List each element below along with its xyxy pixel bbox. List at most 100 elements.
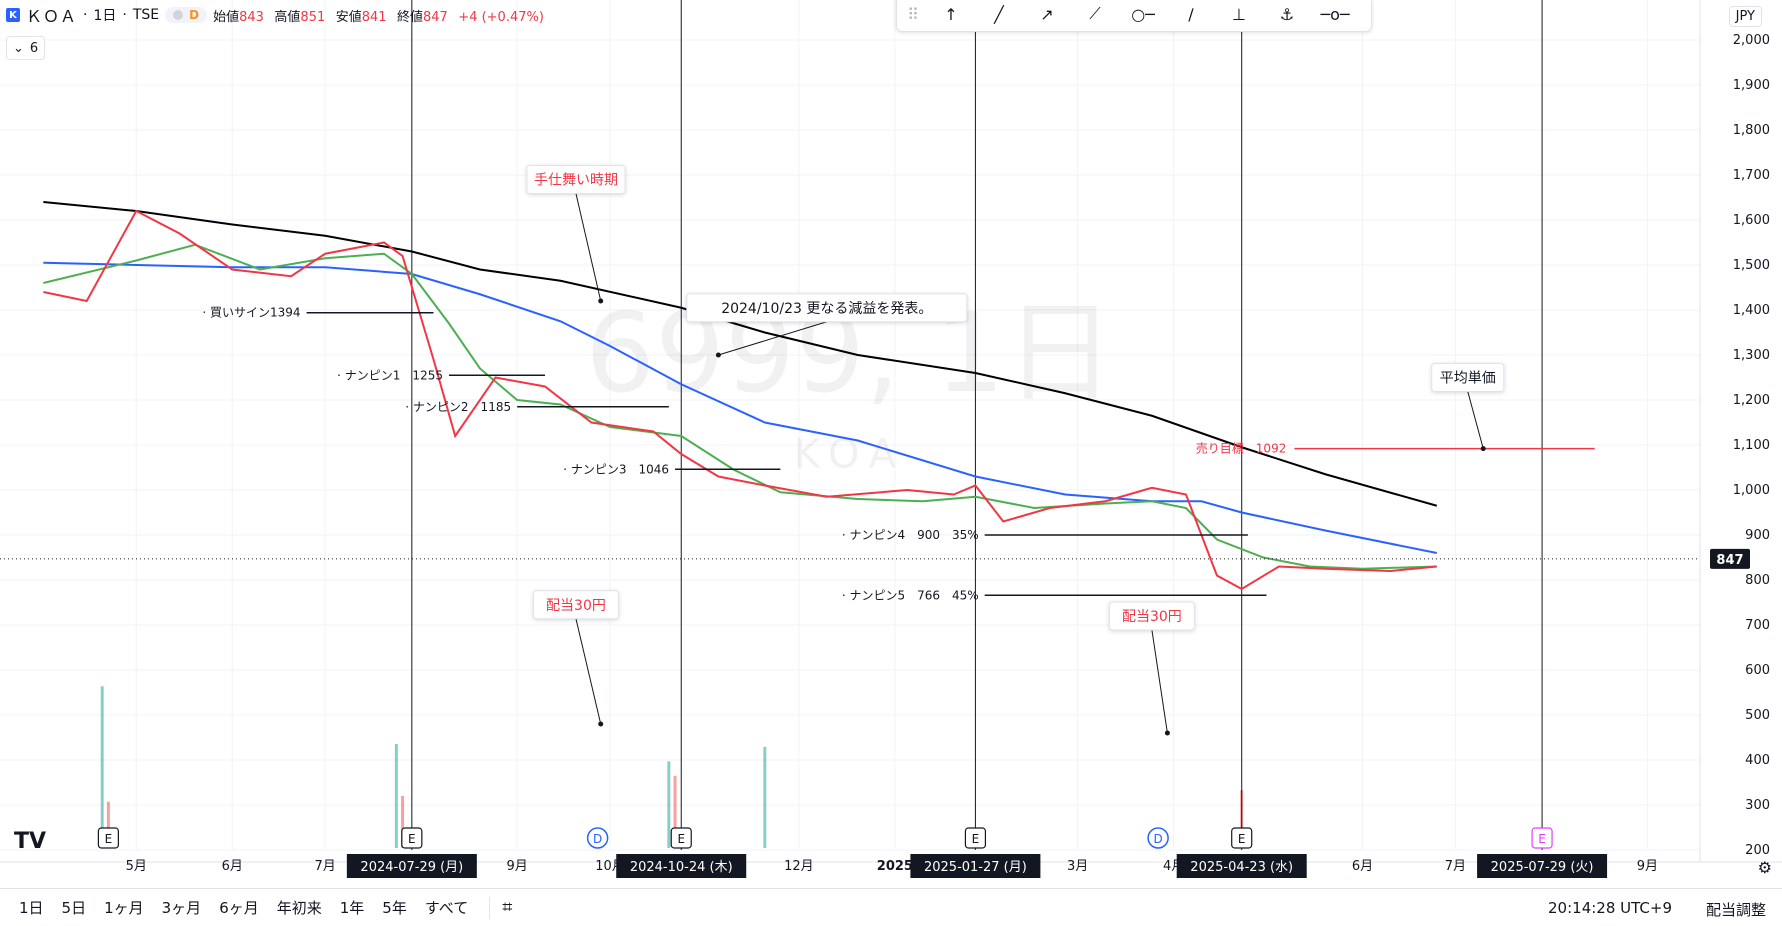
earnings-event-marker <box>1231 827 1253 849</box>
earnings-event-letter: E <box>677 832 685 846</box>
callout-dot <box>1480 446 1486 452</box>
cursor-date-badge <box>616 854 747 878</box>
earnings-event-marker <box>670 827 692 849</box>
range-ytd[interactable]: 年初来 <box>276 899 322 917</box>
dividend-event-letter: D <box>1153 832 1162 846</box>
callout-dot <box>1164 730 1170 736</box>
chevron-down-icon: ⌄ <box>13 40 24 56</box>
dividend-event-marker <box>1147 827 1169 849</box>
price-tick-label: 600 <box>1745 663 1770 678</box>
drag-handle-icon[interactable]: ⠿ <box>907 4 919 24</box>
annotation-hline-label: · ナンピン4 900 35% <box>842 528 979 542</box>
series-line-red <box>43 209 1437 591</box>
callout-pointer <box>575 618 602 725</box>
price-tick-label: 1,200 <box>1733 393 1770 408</box>
tool-icon-4[interactable]: ⟋ <box>1089 4 1101 23</box>
callout-dot <box>598 298 604 304</box>
market-status-badge[interactable]: D <box>165 7 208 23</box>
low-value: 841 <box>361 9 387 25</box>
tool-icon-7[interactable]: ⊥ <box>1232 4 1246 24</box>
status-dot-icon <box>173 10 184 20</box>
tool-icon-6[interactable]: ∕ <box>1188 4 1194 24</box>
earnings-event-marker <box>964 827 987 849</box>
earnings-event-letter: E <box>1238 832 1246 846</box>
clock-readout[interactable]: 20:14:28 UTC+9 <box>1548 899 1672 917</box>
time-tick-label: 2025 <box>877 859 913 874</box>
cursor-date-label: 2024-10-24 (木) <box>630 860 733 875</box>
symbol-logo-icon: K <box>6 8 20 22</box>
range-1y[interactable]: 1年 <box>339 899 365 917</box>
sell-target-label: 売り目標 1092 <box>1196 441 1287 456</box>
callout-pointer <box>1151 629 1168 734</box>
chart-header: K ＫＯＡ · 1日 · TSE D 始値843 高値851 安値841 終値8… <box>6 4 550 26</box>
tool-icon-8[interactable]: ⚓ <box>1279 4 1295 24</box>
currency-selector[interactable]: JPY <box>1728 6 1762 27</box>
cursor-date-label: 2025-04-23 (水) <box>1190 860 1293 875</box>
bottom-bar: 1日 5日 1ヶ月 3ヶ月 6ヶ月 年初来 1年 5年 すべて ⌗ 20:14:… <box>0 888 1782 926</box>
callout-pointer <box>718 321 827 356</box>
price-tick-label: 400 <box>1745 753 1770 768</box>
last-price-label: 847 <box>1716 553 1743 568</box>
annotation-hline-label: · ナンピン2 1185 <box>405 400 511 414</box>
earnings-event-letter: E <box>408 832 416 846</box>
price-tick-label: 2,000 <box>1733 33 1770 48</box>
calendar-range-icon[interactable]: ⌗ <box>502 897 513 918</box>
callout-box <box>1108 601 1195 631</box>
time-tick-label: 7月 <box>314 859 335 874</box>
callout-text: 手仕舞い時期 <box>534 173 618 189</box>
change-value: +4 (+0.47%) <box>458 9 544 25</box>
tool-icon-9[interactable]: ─o─ <box>1320 4 1350 24</box>
price-tick-label: 1,300 <box>1733 348 1770 363</box>
volume-bar <box>106 801 110 848</box>
volume-bar <box>673 775 677 848</box>
dividend-adjust-toggle[interactable]: 配当調整 <box>1705 901 1766 919</box>
range-3m[interactable]: 3ヶ月 <box>161 899 202 917</box>
volume-bar <box>667 761 671 848</box>
annotation-hline-label: · ナンピン1 1255 <box>337 368 443 382</box>
indicator-count: 6 <box>29 40 39 56</box>
cursor-date-badge <box>1477 854 1608 878</box>
interval-label[interactable]: 1日 <box>93 8 117 24</box>
volume-bar <box>100 686 104 848</box>
open-value: 843 <box>239 9 264 25</box>
cursor-date-badge <box>346 854 477 878</box>
range-all[interactable]: すべて <box>424 899 469 917</box>
range-1d[interactable]: 1日 <box>19 899 44 917</box>
watermark-name: KOA <box>794 432 906 478</box>
cursor-date-label: 2025-01-27 (月) <box>924 860 1027 875</box>
price-tick-label: 800 <box>1745 573 1770 588</box>
dividend-event-marker <box>586 827 609 849</box>
earnings-event-letter: E <box>1538 832 1546 846</box>
high-value: 851 <box>300 9 326 25</box>
range-6m[interactable]: 6ヶ月 <box>219 899 259 917</box>
callout-dot <box>715 352 721 358</box>
range-selector: 1日 5日 1ヶ月 3ヶ月 6ヶ月 年初来 1年 5年 すべて <box>10 897 477 918</box>
exchange-label: TSE <box>132 7 160 23</box>
series-line-blue <box>43 261 1437 554</box>
time-tick-label: 6月 <box>1352 859 1373 874</box>
indicators-toggle[interactable]: ⌄ 6 <box>6 36 46 60</box>
tool-icon-1[interactable]: ↑ <box>944 4 958 24</box>
range-5d[interactable]: 5日 <box>61 899 87 917</box>
tool-icon-2[interactable]: ╱ <box>994 4 1004 24</box>
tool-icon-5[interactable]: ○─ <box>1131 4 1155 24</box>
time-tick-label: 9月 <box>506 859 527 874</box>
earnings-event-letter: E <box>105 832 113 846</box>
price-tick-label: 300 <box>1745 798 1770 813</box>
range-5y[interactable]: 5年 <box>382 899 407 917</box>
symbol-name[interactable]: ＫＯＡ <box>26 7 78 26</box>
volume-bar <box>763 746 767 848</box>
earnings-event-marker <box>97 827 119 849</box>
price-tick-label: 1,800 <box>1733 123 1770 138</box>
settings-gear-icon[interactable]: ⚙ <box>1757 858 1772 877</box>
close-value: 847 <box>423 9 448 25</box>
tool-icon-3[interactable]: ↗ <box>1040 4 1054 24</box>
price-tick-label: 1,000 <box>1733 483 1770 498</box>
ohlc-readout: 始値843 高値851 安値841 終値847 +4 (+0.47%) <box>213 9 544 25</box>
cursor-date-label: 2025-07-29 (火) <box>1491 860 1594 875</box>
price-tick-label: 1,100 <box>1733 438 1770 453</box>
cursor-date-badge <box>1176 854 1307 878</box>
cursor-date-label: 2024-07-29 (月) <box>360 860 463 875</box>
range-1m[interactable]: 1ヶ月 <box>104 899 144 917</box>
